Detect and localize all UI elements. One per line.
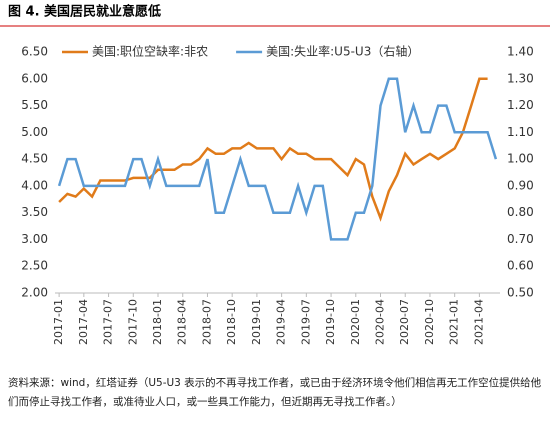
x-tick-label: 2019-01 [250, 299, 263, 345]
y2-tick-label: 1.20 [507, 98, 534, 112]
x-tick-label: 2020-10 [423, 299, 436, 345]
y2-tick-label: 0.60 [507, 259, 534, 273]
x-tick-label: 2017-07 [102, 299, 115, 345]
x-tick-label: 2017-01 [52, 299, 65, 345]
y-tick-label: 6.50 [21, 45, 48, 59]
series-line [58, 77, 488, 222]
y2-tick-label: 1.10 [507, 125, 534, 139]
y-tick-label: 3.00 [21, 232, 48, 246]
legend-label: 美国:失业率:U5-U3（右轴） [266, 44, 419, 59]
x-tick-label: 2019-07 [299, 299, 312, 345]
x-tick-label: 2018-01 [151, 299, 164, 345]
series-line [57, 77, 498, 241]
y-tick-label: 2.00 [21, 286, 48, 300]
x-tick-label: 2019-10 [324, 299, 337, 345]
chart-title: 图 4. 美国居民就业意愿低 [8, 4, 161, 20]
y-tick-label: 6.00 [21, 71, 48, 85]
y-tick-label: 5.00 [21, 125, 48, 139]
x-tick-label: 2020-07 [398, 299, 411, 345]
y2-tick-label: 1.00 [507, 152, 534, 166]
x-tick-label: 2018-07 [200, 299, 213, 345]
x-tick-label: 2018-04 [176, 299, 189, 345]
x-tick-label: 2017-10 [126, 299, 139, 345]
x-tick-label: 2021-04 [472, 299, 485, 345]
x-tick-label: 2020-01 [349, 299, 362, 345]
source-note: 资料来源：wind，红塔证券（U5-U3 表示的不再寻找工作者，或已由于经济环境… [8, 377, 542, 408]
x-tick-label: 2018-10 [225, 299, 238, 345]
x-tick-label: 2019-04 [275, 299, 288, 345]
y-tick-label: 4.00 [21, 178, 48, 192]
y-tick-label: 4.50 [21, 152, 48, 166]
x-tick-label: 2021-01 [448, 299, 461, 345]
y2-tick-label: 1.40 [507, 45, 534, 59]
x-tick-label: 2017-04 [77, 299, 90, 345]
y-tick-label: 5.50 [21, 98, 48, 112]
y-tick-label: 3.50 [21, 205, 48, 219]
y2-tick-label: 0.90 [507, 178, 534, 192]
y2-tick-label: 0.80 [507, 205, 534, 219]
y-tick-label: 2.50 [21, 259, 48, 273]
y2-tick-label: 0.50 [507, 286, 534, 300]
legend-label: 美国:职位空缺率:非农 [92, 44, 208, 59]
y2-tick-label: 0.70 [507, 232, 534, 246]
y2-tick-label: 1.30 [507, 71, 534, 85]
x-tick-label: 2020-04 [374, 299, 387, 345]
